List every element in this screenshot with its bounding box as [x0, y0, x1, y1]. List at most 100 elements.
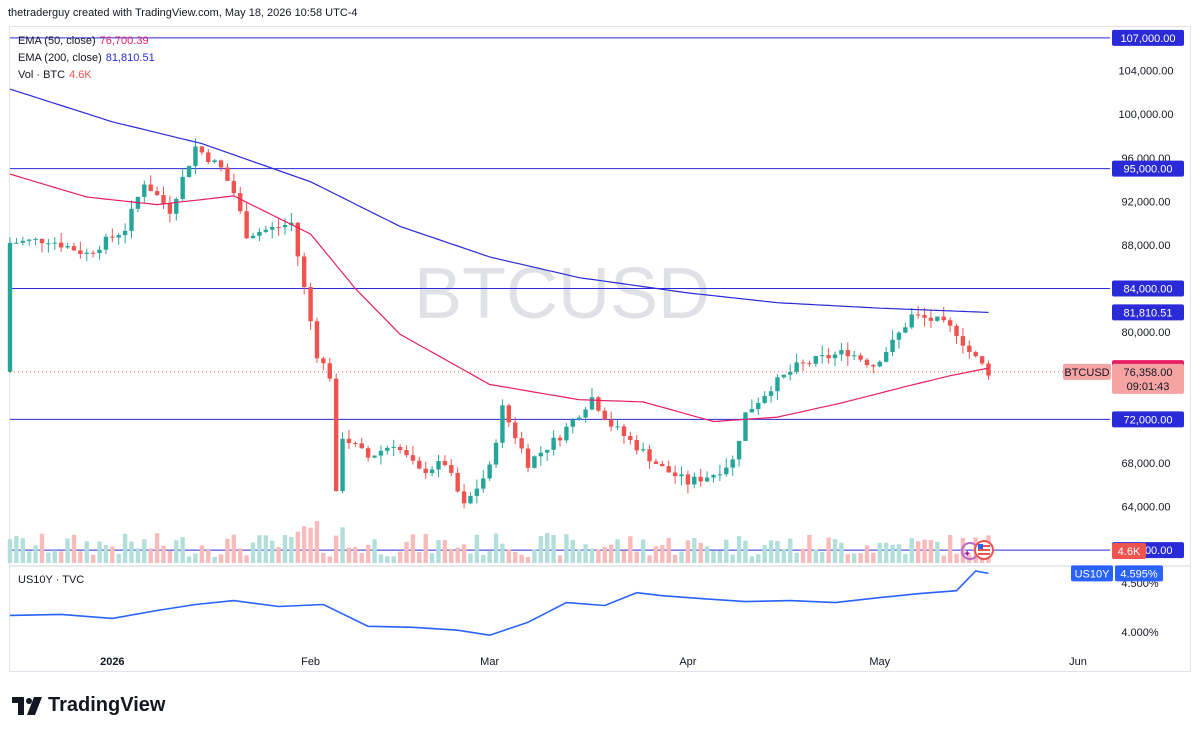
candle-body: [378, 450, 384, 456]
candle-body: [692, 476, 697, 485]
candle-body: [410, 455, 416, 461]
volume-bar: [506, 549, 512, 563]
volume-bar: [775, 541, 780, 563]
candle-body: [615, 426, 620, 428]
tradingview-branding[interactable]: TradingView: [12, 694, 165, 717]
volume-bar: [391, 556, 396, 563]
volume-badge-bg: [1112, 543, 1146, 559]
candle-body: [538, 452, 544, 457]
candle-body: [672, 472, 678, 477]
volume-bar: [628, 536, 633, 563]
volume-bar: [864, 545, 870, 563]
event-icons[interactable]: ✦: [961, 540, 994, 560]
candle-body: [244, 211, 249, 239]
candle-body: [545, 449, 550, 453]
volume-bar: [589, 548, 595, 563]
volume-bar: [602, 547, 607, 563]
candle-body: [724, 467, 729, 475]
volume-bar: [672, 554, 678, 563]
volume-bar: [947, 534, 953, 563]
volume-bar: [839, 542, 844, 563]
price-axis: 104,000.00100,000.0096,000.0092,000.0088…: [1063, 29, 1184, 559]
volume-bar: [851, 553, 857, 563]
candle-body: [576, 417, 582, 420]
volume-bar: [340, 527, 345, 563]
candle-body: [33, 238, 38, 240]
volume-bar: [212, 556, 217, 563]
candle-body: [26, 239, 32, 241]
level-price-badge: 72,000.00: [1124, 414, 1173, 426]
candle-body: [231, 180, 237, 194]
volume-bar: [736, 536, 742, 563]
candle-body: [97, 249, 102, 254]
volume-bar: [596, 549, 601, 563]
candle-body: [442, 460, 448, 466]
candle-body: [973, 352, 978, 357]
candle-body: [314, 321, 320, 359]
time-tick-label: May: [869, 656, 890, 668]
candle-body: [116, 235, 121, 238]
legend-ema200-label: EMA (200, close): [18, 52, 102, 64]
candle-body: [979, 356, 985, 364]
legend-ema200[interactable]: EMA (200, close) 81,810.51: [18, 52, 155, 64]
volume-bar: [826, 537, 831, 563]
volume-bar: [756, 554, 761, 563]
symbol-watermark: BTCUSD: [414, 254, 710, 334]
volume-bar: [800, 548, 806, 563]
flag-stripe-icon: [978, 553, 990, 555]
candle-body: [212, 160, 217, 163]
tradingview-logo-icon: [12, 696, 42, 715]
time-tick-label: Mar: [480, 656, 499, 668]
volume-bar: [768, 540, 774, 563]
bar-countdown-label: 09:01:43: [1127, 381, 1170, 393]
candle-body: [608, 419, 614, 427]
legend-ema50-label: EMA (50, close): [18, 35, 96, 47]
level-price-badge: 84,000.00: [1124, 284, 1173, 296]
candle-body: [404, 450, 409, 456]
us10y-value-badge-bg: [1115, 565, 1163, 582]
volume-bar: [314, 521, 320, 563]
volume-bar: [7, 539, 13, 563]
volume-bar: [909, 538, 914, 563]
candle-body: [851, 355, 857, 357]
candle-body: [986, 363, 991, 376]
volume-bar: [180, 537, 185, 563]
legend-us10y[interactable]: US10Y · TVC: [18, 574, 84, 586]
candle-body: [46, 243, 51, 245]
time-tick-label: Jun: [1069, 656, 1087, 668]
candle-body: [301, 256, 307, 288]
candle-body: [206, 152, 211, 163]
volume-badge: 4.6K: [1118, 546, 1141, 558]
legend-ema50[interactable]: EMA (50, close) 76,700.39: [18, 35, 149, 47]
candle-body: [167, 203, 173, 214]
legend-volume[interactable]: Vol · BTC 4.6K: [18, 69, 92, 81]
volume-bar: [858, 553, 863, 563]
candle-body: [954, 325, 959, 337]
volume-bar: [84, 541, 89, 563]
candle-body: [52, 242, 57, 244]
volume-bar: [282, 535, 288, 563]
volume-bar: [634, 551, 639, 563]
volume-bar: [545, 533, 550, 563]
volume-bar: [813, 549, 819, 563]
candle-body: [39, 238, 45, 244]
volume-bar: [206, 549, 211, 563]
tradingview-wordmark: TradingView: [48, 694, 166, 716]
candle-body: [596, 397, 601, 411]
volume-bar: [877, 542, 882, 563]
candle-body: [717, 474, 723, 476]
candle-body: [321, 358, 326, 364]
candle-body: [359, 443, 364, 449]
candle-body: [960, 336, 966, 346]
candle-body: [493, 442, 499, 465]
flag-stripe-icon: [978, 549, 990, 551]
price-tick-label: 80,000.00: [1122, 327, 1171, 339]
volume-bar: [167, 550, 173, 563]
us10y-tag: US10Y: [1075, 568, 1111, 580]
candle-body: [71, 246, 77, 251]
volume-bar: [436, 540, 441, 563]
volume-bar: [481, 554, 486, 563]
volume-bar: [781, 549, 787, 563]
volume-bar: [493, 533, 499, 563]
